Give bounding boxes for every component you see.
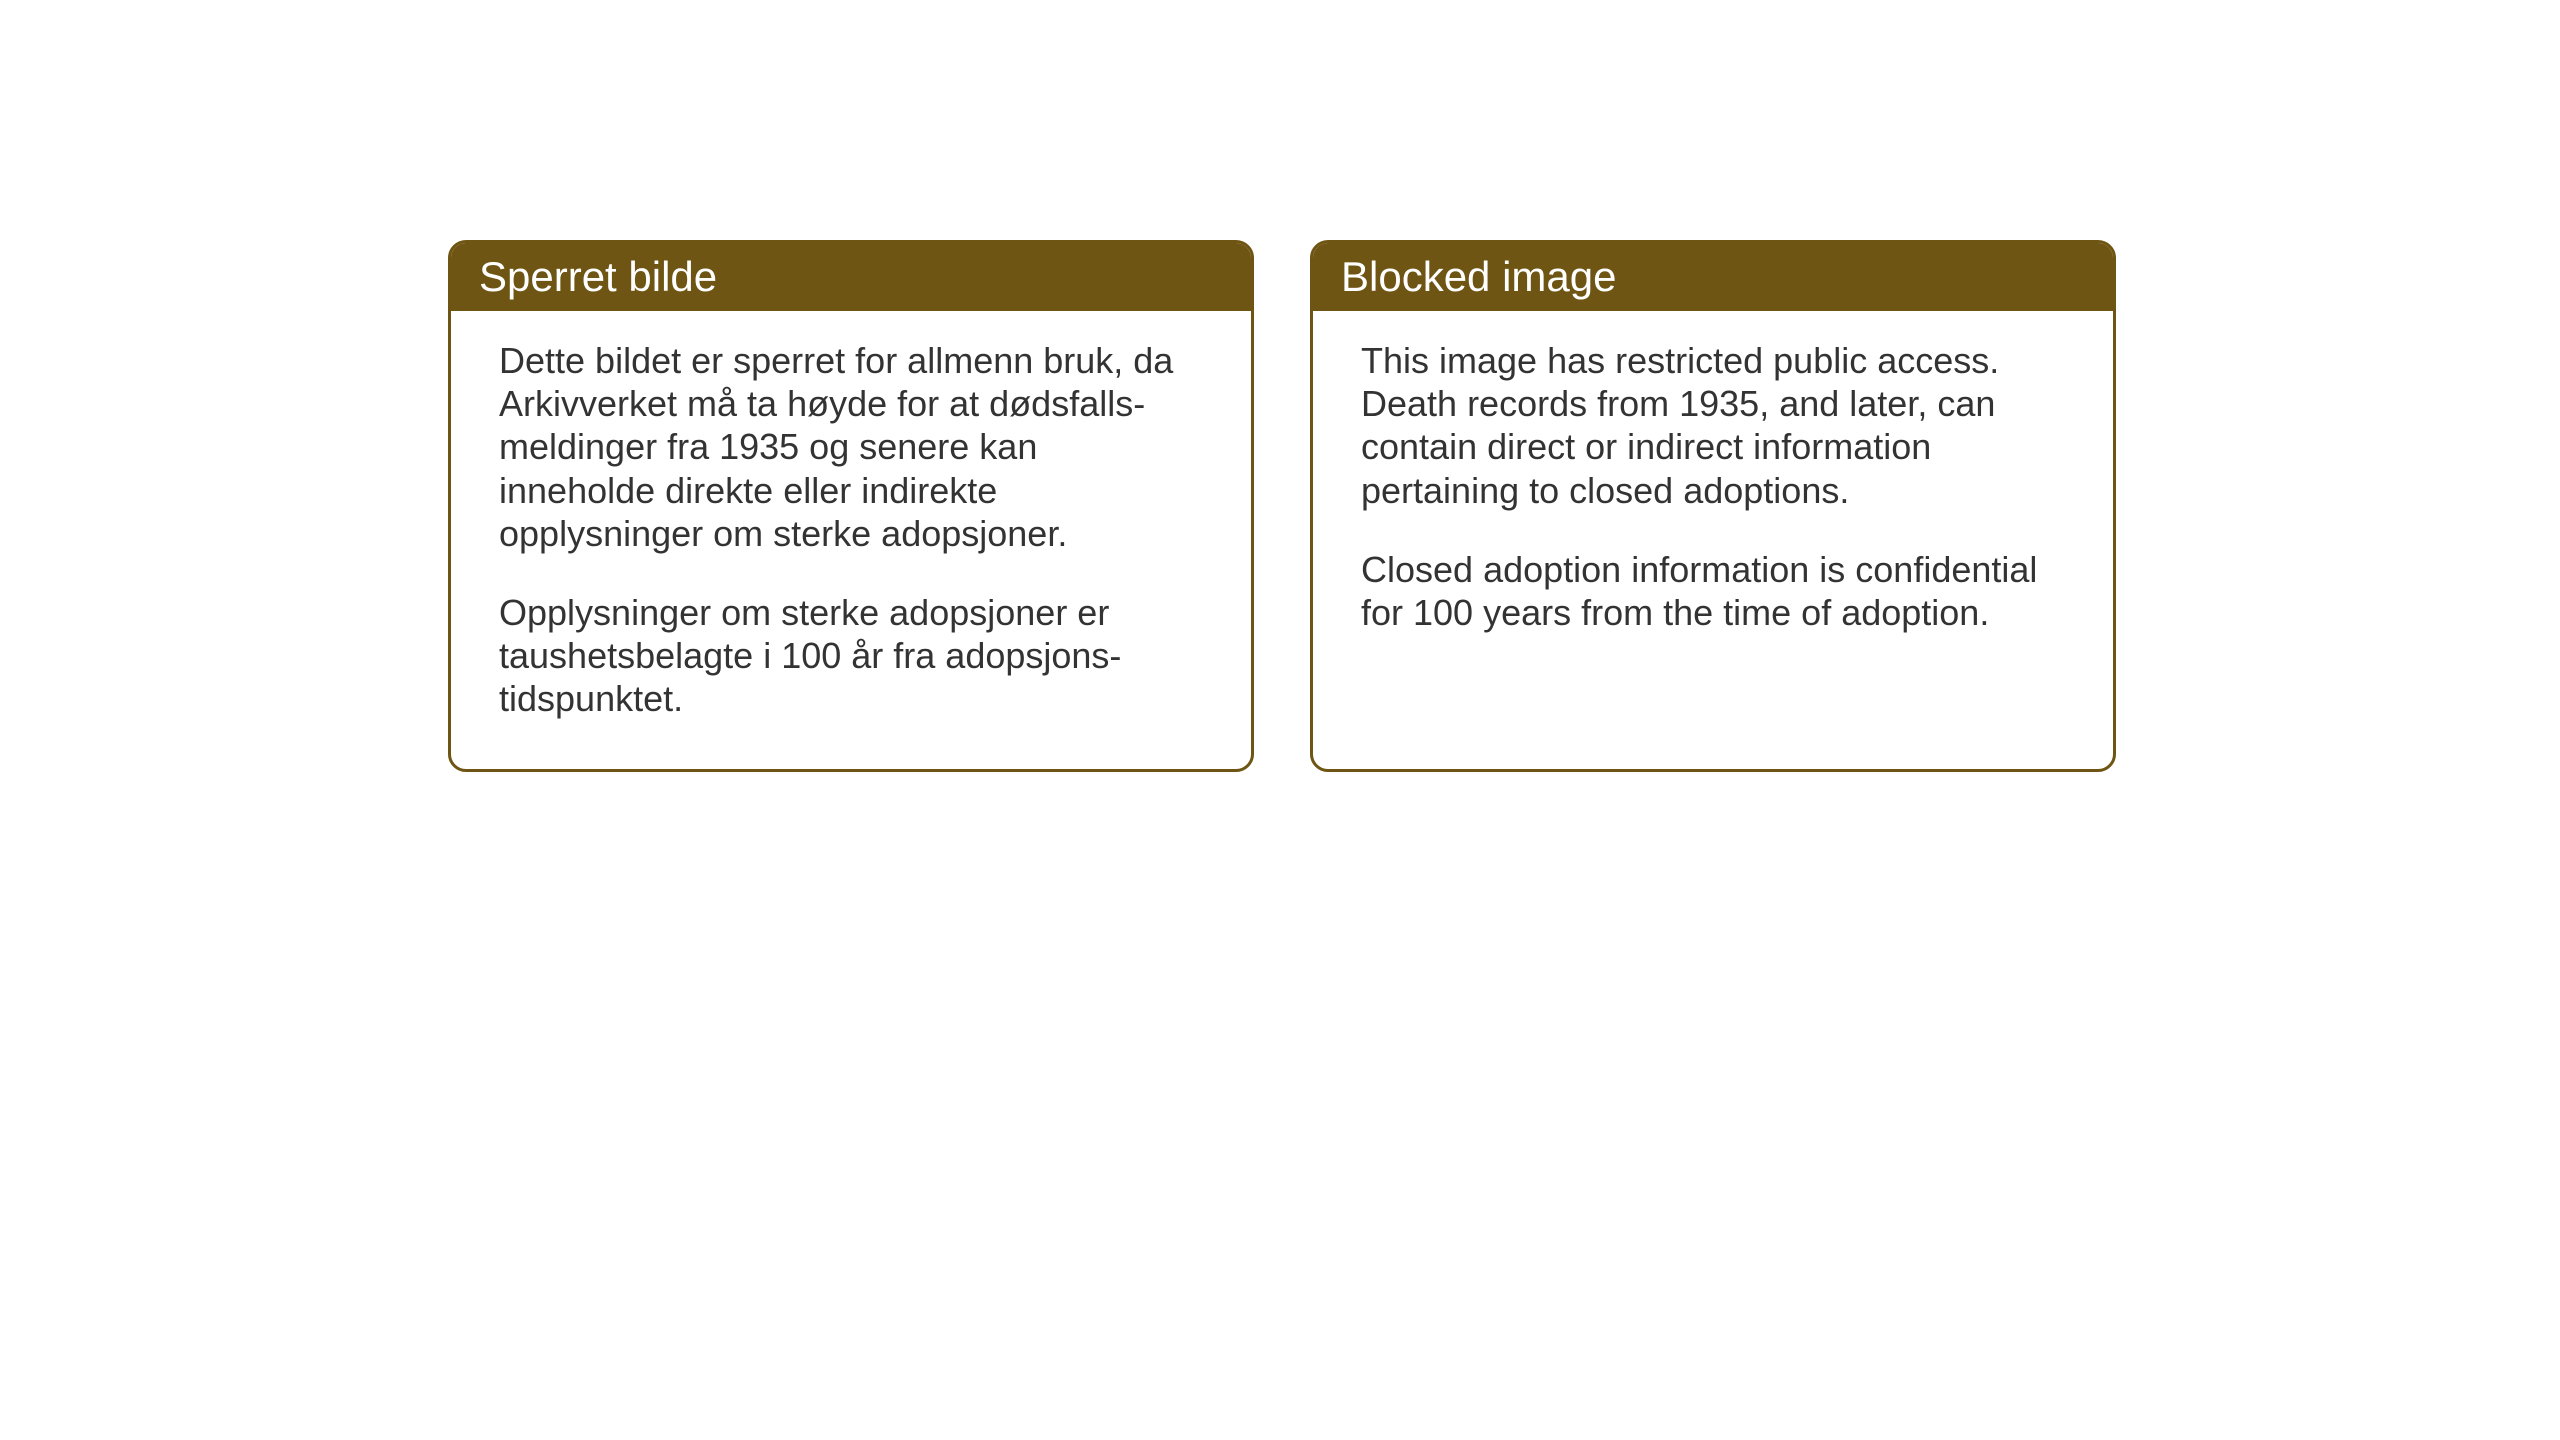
norwegian-card-body: Dette bildet er sperret for allmenn bruk… bbox=[451, 311, 1251, 769]
norwegian-card: Sperret bilde Dette bildet er sperret fo… bbox=[448, 240, 1254, 772]
english-card-body: This image has restricted public access.… bbox=[1313, 311, 2113, 682]
norwegian-paragraph-2: Opplysninger om sterke adopsjoner er tau… bbox=[499, 591, 1203, 721]
english-card: Blocked image This image has restricted … bbox=[1310, 240, 2116, 772]
english-card-header: Blocked image bbox=[1313, 243, 2113, 311]
norwegian-card-header: Sperret bilde bbox=[451, 243, 1251, 311]
english-paragraph-1: This image has restricted public access.… bbox=[1361, 339, 2065, 512]
cards-container: Sperret bilde Dette bildet er sperret fo… bbox=[448, 240, 2116, 772]
norwegian-card-title: Sperret bilde bbox=[479, 253, 717, 300]
english-paragraph-2: Closed adoption information is confident… bbox=[1361, 548, 2065, 634]
norwegian-paragraph-1: Dette bildet er sperret for allmenn bruk… bbox=[499, 339, 1203, 555]
english-card-title: Blocked image bbox=[1341, 253, 1616, 300]
